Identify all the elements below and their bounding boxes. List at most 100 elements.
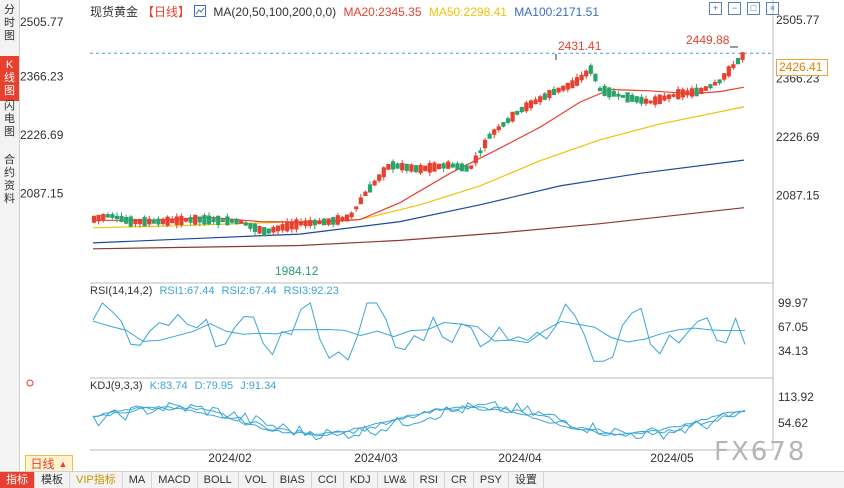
candle-up xyxy=(731,64,736,69)
candle-up xyxy=(377,174,382,181)
chart-settings-icon[interactable] xyxy=(194,5,207,20)
indicator-tab-2[interactable]: VIP指标 xyxy=(70,472,123,488)
period-selector-label: 日线 xyxy=(30,457,55,471)
indicator-tab-6[interactable]: VOL xyxy=(239,472,274,488)
indicator-tab-9[interactable]: KDJ xyxy=(344,472,378,488)
current-price-tag: 2426.41 xyxy=(776,59,828,76)
candle-up xyxy=(524,102,529,112)
indicator-tab-11[interactable]: RSI xyxy=(414,472,445,488)
indicator-tab-10[interactable]: LW& xyxy=(378,472,414,488)
candle-up xyxy=(91,215,97,223)
candle-up xyxy=(699,87,704,94)
candle-down xyxy=(105,214,110,218)
candle-down xyxy=(197,216,202,223)
candle-up xyxy=(358,197,363,205)
candle-up xyxy=(418,164,423,174)
candle-up xyxy=(492,129,497,135)
indicator-tab-7[interactable]: BIAS xyxy=(274,472,312,488)
candle-down xyxy=(515,110,520,115)
price-tick-left: 2226.69 xyxy=(20,128,64,142)
high-annotation-1: 2431.41 xyxy=(558,39,602,53)
candle-down xyxy=(321,218,327,226)
candle-up xyxy=(689,88,695,97)
plus-box-icon[interactable]: + xyxy=(709,2,722,15)
candle-up xyxy=(409,164,414,172)
indicator-tab-4[interactable]: MACD xyxy=(152,472,198,488)
candle-up xyxy=(271,226,276,233)
kdj-legend: KDJ(9,3,3) K:83.74 D:79.95 J:91.34 xyxy=(90,380,280,392)
sidebar-tab-0[interactable]: 分时图 xyxy=(4,4,15,42)
candle-down xyxy=(331,217,336,225)
candle-down xyxy=(616,93,621,97)
indicator-tab-3[interactable]: MA xyxy=(123,472,153,488)
minus-box-icon[interactable]: − xyxy=(728,2,741,15)
candle-up xyxy=(510,111,515,122)
indicator-tab-13[interactable]: PSY xyxy=(474,472,509,488)
time-label: 2024/05 xyxy=(650,451,694,465)
candle-up xyxy=(703,86,708,91)
ma50-line xyxy=(92,106,745,229)
chart-canvas[interactable]: 2505.772505.772366.232366.232226.692226.… xyxy=(0,0,844,472)
candle-up xyxy=(436,163,442,170)
candle-up xyxy=(533,99,538,105)
rsi-legend: RSI(14,14,2) RSI1:67.44 RSI2:67.44 RSI3:… xyxy=(90,285,343,297)
candle-up xyxy=(427,162,432,173)
indicator-tab-1[interactable]: 模板 xyxy=(35,472,70,488)
instrument-name: 现货黄金 xyxy=(90,5,139,19)
candle-down xyxy=(620,95,626,98)
candle-up xyxy=(685,90,690,96)
candle-down xyxy=(225,216,230,226)
candle-up xyxy=(372,180,377,186)
ma100-value: MA100:2171.51 xyxy=(514,5,600,19)
price-tick-right: 2505.77 xyxy=(776,13,820,27)
candle-down xyxy=(455,163,460,170)
candle-down xyxy=(413,165,419,173)
rsi1-value: RSI1:67.44 xyxy=(159,285,215,297)
rsi1-line xyxy=(92,320,745,344)
candle-up xyxy=(386,163,391,170)
candle-up xyxy=(349,212,354,218)
price-tick-left: 2087.15 xyxy=(20,187,64,201)
close-box-icon[interactable]: × xyxy=(766,2,779,15)
indicator-tab-0[interactable]: 指标 xyxy=(0,472,35,488)
candle-down xyxy=(243,222,248,226)
candle-down xyxy=(597,87,603,92)
candle-down xyxy=(390,161,396,170)
candle-down xyxy=(639,96,644,104)
candle-down xyxy=(206,215,212,225)
chart-legend: 现货黄金 【日线】 MA(20,50,100,200,0,0) MA20:2345… xyxy=(90,3,603,19)
candle-down xyxy=(735,57,741,65)
candle-up xyxy=(170,218,175,224)
candle-up xyxy=(469,165,474,169)
candle-down xyxy=(404,163,409,171)
candle-up xyxy=(137,218,143,225)
candle-down xyxy=(487,133,492,139)
candle-up xyxy=(147,218,152,225)
candle-up xyxy=(676,89,681,100)
candle-down xyxy=(505,118,511,123)
sidebar-tab-2[interactable]: 闪电图 xyxy=(4,100,15,138)
sidebar-tab-3[interactable]: 合约资料 xyxy=(4,154,15,205)
indicator-tab-14[interactable]: 设置 xyxy=(509,472,544,488)
candle-up xyxy=(740,52,745,60)
period-selector-button[interactable]: 日线 ▲ xyxy=(25,455,73,472)
price-tick-right: 2087.15 xyxy=(776,189,820,203)
candle-down xyxy=(248,223,253,229)
time-label: 2024/03 xyxy=(354,451,398,465)
candle-up xyxy=(160,218,166,224)
indicator-tab-5[interactable]: BOLL xyxy=(198,472,239,488)
price-tick-right: 2226.69 xyxy=(776,130,820,144)
candle-up xyxy=(423,165,428,172)
expand-box-icon[interactable]: □ xyxy=(747,2,760,15)
indicator-tab-8[interactable]: CCI xyxy=(312,472,344,488)
kdj-k-value: K:83.74 xyxy=(149,380,188,392)
candle-up xyxy=(726,66,731,77)
candle-up xyxy=(722,73,727,80)
candle-down xyxy=(142,216,147,227)
candle-up xyxy=(96,214,101,222)
candle-down xyxy=(630,94,635,102)
price-tick-left: 2505.77 xyxy=(20,15,64,29)
indicator-tab-12[interactable]: CR xyxy=(445,472,474,488)
